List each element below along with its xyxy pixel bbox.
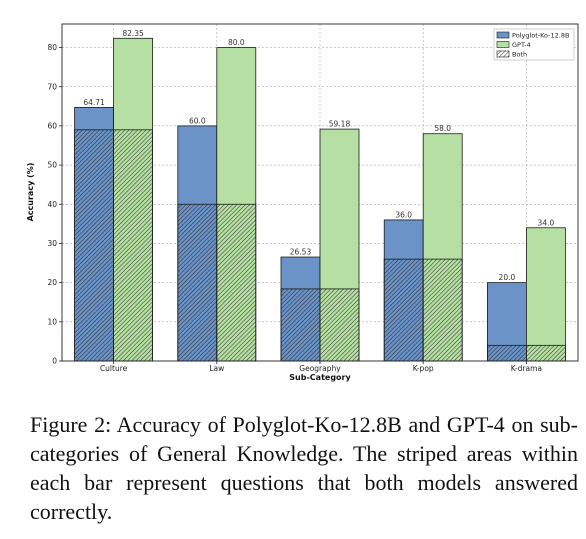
bar-gpt-4: [526, 227, 566, 362]
bar-both-overlap: [74, 129, 114, 362]
legend-swatch: [496, 31, 510, 39]
y-axis-title: Accuracy (%): [26, 163, 35, 222]
bar-value-label: 60.0: [189, 116, 206, 125]
y-tick-label: 60: [47, 121, 57, 130]
y-tick-label: 40: [47, 200, 57, 209]
x-tick-label: K-pop: [413, 364, 434, 373]
x-axis-title: Sub-Category: [289, 373, 351, 382]
bar-both-overlap: [280, 288, 321, 362]
x-tick-label: K-drama: [511, 364, 542, 373]
y-tick-label: 20: [47, 278, 57, 287]
bar-value-label: 36.0: [395, 210, 412, 219]
bar-value-label: 64.71: [83, 98, 105, 107]
bar-both-overlap: [113, 129, 153, 362]
x-tick-label: Law: [209, 364, 224, 373]
bar-both-overlap: [216, 203, 257, 362]
bar-both-overlap: [526, 344, 566, 362]
bar-chart: 64.71 82.35 60.0 80.0 26.53 59.18 36.0 58.0 20.0…: [26, 23, 579, 382]
y-tick-label: 80: [47, 43, 57, 52]
bar-value-label: 82.35: [122, 29, 144, 38]
bar-both-overlap: [177, 203, 218, 362]
bar-value-label: 26.53: [290, 248, 312, 257]
legend-label: GPT-4: [512, 41, 531, 49]
figure-caption: Figure 2: Accuracy of Polyglot-Ko-12.8B …: [30, 412, 578, 524]
bar-both-overlap: [319, 288, 360, 362]
legend-swatch: [496, 50, 510, 58]
y-tick-label: 0: [52, 357, 57, 366]
legend-label: Polyglot-Ko-12.8B: [512, 32, 569, 40]
y-tick-label: 30: [47, 239, 57, 248]
bar-value-label: 20.0: [499, 273, 516, 282]
x-tick-label: Geography: [299, 364, 341, 373]
legend-label: Both: [512, 51, 527, 59]
y-tick-label: 70: [47, 82, 57, 91]
y-tick-label: 50: [47, 161, 57, 170]
chart-figure: 64.71 82.35 60.0 80.0 26.53 59.18 36.0 58.0 20.0…: [26, 23, 579, 382]
bar-both-overlap: [422, 258, 463, 362]
y-tick-label: 10: [47, 317, 57, 326]
bar-value-label: 58.0: [434, 124, 451, 133]
bar-value-label: 59.18: [329, 120, 351, 129]
x-tick-label: Culture: [100, 364, 128, 373]
bar-value-label: 80.0: [228, 38, 245, 47]
bar-value-label: 34.0: [538, 218, 555, 227]
legend-swatch: [496, 41, 510, 48]
bar-both-overlap: [486, 344, 527, 362]
bar-both-overlap: [383, 258, 424, 362]
